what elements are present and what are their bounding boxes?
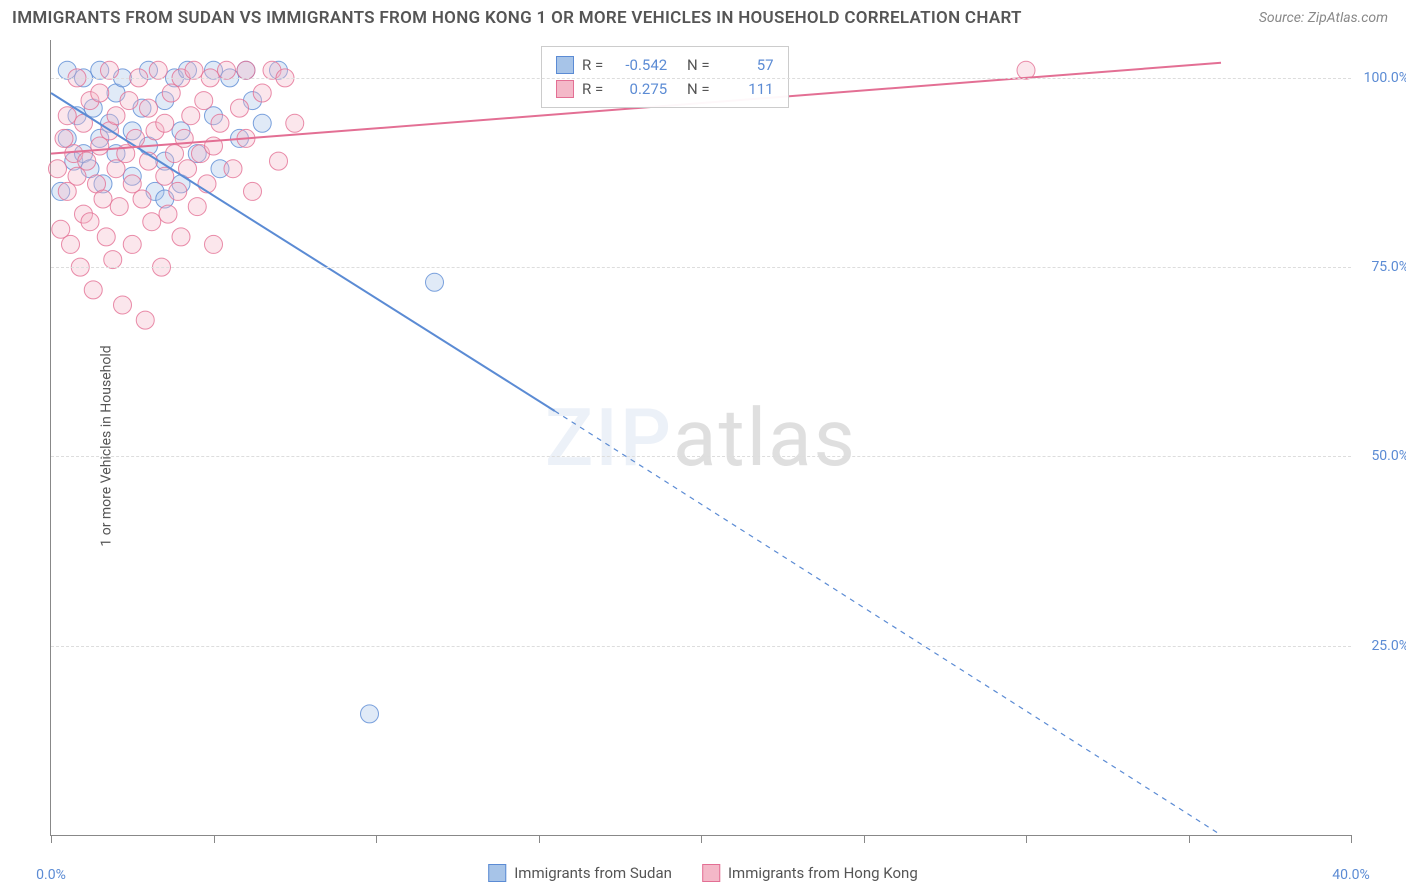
scatter-point (361, 705, 379, 723)
x-tick-label: 40.0% (1332, 867, 1370, 883)
scatter-point (156, 114, 174, 132)
scatter-point (211, 114, 229, 132)
scatter-point (81, 213, 99, 231)
scatter-point (123, 235, 141, 253)
scatter-point (110, 198, 128, 216)
scatter-point (127, 129, 145, 147)
gridline (51, 456, 1351, 457)
scatter-point (231, 99, 249, 117)
legend-label-hk: Immigrants from Hong Kong (728, 864, 918, 882)
corr-n-label: N = (687, 53, 710, 77)
scatter-point (188, 198, 206, 216)
x-tick (701, 835, 702, 843)
corr-r-label: R = (582, 77, 603, 101)
scatter-point (185, 61, 203, 79)
legend-swatch-hk-icon (702, 864, 720, 882)
scatter-point (84, 281, 102, 299)
x-tick-label: 0.0% (36, 867, 66, 883)
scatter-point (426, 273, 444, 291)
gridline (51, 267, 1351, 268)
x-tick (214, 835, 215, 843)
scatter-point (205, 235, 223, 253)
scatter-point (253, 84, 271, 102)
x-tick (1189, 835, 1190, 843)
scatter-point (156, 167, 174, 185)
scatter-point (107, 107, 125, 125)
x-tick (1351, 835, 1352, 843)
x-tick (539, 835, 540, 843)
y-tick-label: 75.0% (1371, 259, 1406, 275)
corr-r-hk: 0.275 (611, 77, 667, 101)
legend: Immigrants from Sudan Immigrants from Ho… (488, 864, 918, 882)
chart-title: IMMIGRANTS FROM SUDAN VS IMMIGRANTS FROM… (12, 8, 1022, 28)
scatter-point (237, 61, 255, 79)
scatter-point (62, 235, 80, 253)
scatter-point (143, 213, 161, 231)
gridline (51, 646, 1351, 647)
scatter-point (104, 251, 122, 269)
scatter-point (270, 152, 288, 170)
corr-n-sudan: 57 (718, 53, 774, 77)
source-attribution: Source: ZipAtlas.com (1259, 10, 1388, 26)
trend-line-dashed (555, 411, 1221, 835)
legend-label-sudan: Immigrants from Sudan (514, 864, 672, 882)
scatter-point (198, 175, 216, 193)
y-tick-label: 100.0% (1364, 70, 1406, 86)
x-tick (864, 835, 865, 843)
scatter-point (195, 92, 213, 110)
y-tick-label: 50.0% (1371, 448, 1406, 464)
corr-row-hk: R = 0.275 N = 111 (556, 77, 774, 101)
legend-item-hk: Immigrants from Hong Kong (702, 864, 918, 882)
corr-n-label: N = (687, 77, 710, 101)
plot-svg (51, 40, 1351, 835)
corr-r-label: R = (582, 53, 603, 77)
swatch-hk-icon (556, 80, 574, 98)
scatter-point (140, 99, 158, 117)
scatter-point (286, 114, 304, 132)
scatter-point (91, 84, 109, 102)
x-tick (376, 835, 377, 843)
scatter-point (149, 61, 167, 79)
scatter-point (175, 129, 193, 147)
swatch-sudan-icon (556, 56, 574, 74)
legend-swatch-sudan-icon (488, 864, 506, 882)
scatter-point (114, 296, 132, 314)
corr-row-sudan: R = -0.542 N = 57 (556, 53, 774, 77)
scatter-point (136, 311, 154, 329)
plot-area: ZIPatlas R = -0.542 N = 57 R = 0.275 N =… (50, 40, 1351, 836)
scatter-point (172, 228, 190, 246)
scatter-point (244, 182, 262, 200)
y-tick-label: 25.0% (1371, 638, 1406, 654)
corr-r-sudan: -0.542 (611, 53, 667, 77)
scatter-point (224, 160, 242, 178)
scatter-point (97, 228, 115, 246)
scatter-point (182, 107, 200, 125)
scatter-point (133, 190, 151, 208)
corr-n-hk: 111 (718, 77, 774, 101)
x-tick (1026, 835, 1027, 843)
legend-item-sudan: Immigrants from Sudan (488, 864, 672, 882)
scatter-point (169, 182, 187, 200)
scatter-point (94, 190, 112, 208)
scatter-point (253, 114, 271, 132)
scatter-point (58, 107, 76, 125)
scatter-point (78, 152, 96, 170)
scatter-point (159, 205, 177, 223)
gridline (51, 78, 1351, 79)
x-tick (51, 835, 52, 843)
scatter-point (101, 61, 119, 79)
scatter-point (218, 61, 236, 79)
scatter-point (120, 92, 138, 110)
scatter-point (49, 160, 67, 178)
